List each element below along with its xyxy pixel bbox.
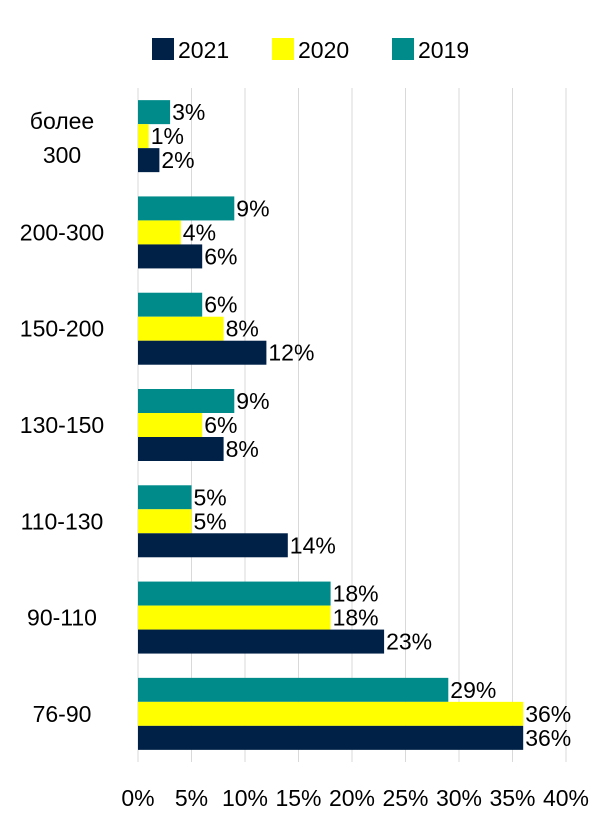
data-label: 5% [194,508,227,534]
bar-2019 [138,196,235,221]
data-label: 36% [525,725,571,751]
category-label: 110-130 [21,508,104,534]
bar-2021 [138,340,267,365]
data-label: 36% [525,701,571,727]
data-label: 9% [236,195,269,221]
bar-2019 [138,485,192,510]
x-tick-label: 40% [543,785,589,811]
bar-2019 [138,677,449,702]
bar-2021 [138,437,224,461]
category-label: более 300 [30,108,94,168]
legend-swatch-2020 [272,38,294,60]
data-label: 8% [226,316,259,342]
bar-2019 [138,292,203,317]
bar-2021 [138,725,524,750]
x-tick-label: 0% [121,785,154,811]
bar-2020 [138,509,192,534]
category-label: 90-110 [27,605,97,631]
bar-2019 [138,100,171,125]
bar-2021 [138,244,203,269]
x-tick-label: 25% [382,785,428,811]
legend-swatch-2019 [392,38,414,60]
category-label: 76-90 [33,701,92,727]
data-label: 1% [151,123,184,149]
x-tick-label: 20% [329,785,375,811]
legend-label: 2021 [178,37,229,63]
data-label: 4% [183,219,216,245]
bar-2020 [138,413,203,437]
category-labels: более 300 200-300 150-200 130-150 110-130 90-1… [20,108,104,727]
bar-2020 [138,124,149,149]
x-tick-label: 10% [222,785,268,811]
x-tick-label: 30% [436,785,482,811]
data-label: 12% [268,340,314,366]
data-label: 2% [161,147,194,173]
bar-2019 [138,389,235,413]
legend-label: 2020 [298,37,349,63]
data-label: 29% [450,677,496,703]
category-label: 150-200 [20,316,104,342]
x-tick-labels: 0% 5% 10% 15% 20% 25% 30% 35% 40% [121,785,589,811]
bar-2020 [138,605,331,630]
x-tick-label: 5% [175,785,208,811]
x-tick-label: 35% [489,785,535,811]
bar-2020 [138,316,224,341]
bar-2020 [138,701,524,726]
data-label: 3% [172,99,205,125]
legend-label: 2019 [418,37,469,63]
category-label: 200-300 [20,219,104,245]
data-label: 18% [333,581,379,607]
bar-2021 [138,533,288,558]
bar-2020 [138,220,181,245]
data-label: 8% [226,436,259,462]
data-label: 14% [290,532,336,558]
x-tick-label: 15% [275,785,321,811]
bar-2019 [138,581,331,606]
bar-2021 [138,629,385,654]
data-label: 18% [333,605,379,631]
data-label: 5% [194,484,227,510]
bar-2021 [138,148,160,173]
data-label: 23% [386,629,432,655]
legend: 2021 2020 2019 [152,37,469,63]
bars: 3%1%2%9%4%6%6%8%12%9%6%8%5%5%14%18%18%23… [138,99,571,751]
category-label: 130-150 [20,412,104,438]
data-label: 9% [236,388,269,414]
data-label: 6% [204,412,237,438]
data-label: 6% [204,243,237,269]
data-label: 6% [204,292,237,318]
legend-swatch-2021 [152,38,174,60]
